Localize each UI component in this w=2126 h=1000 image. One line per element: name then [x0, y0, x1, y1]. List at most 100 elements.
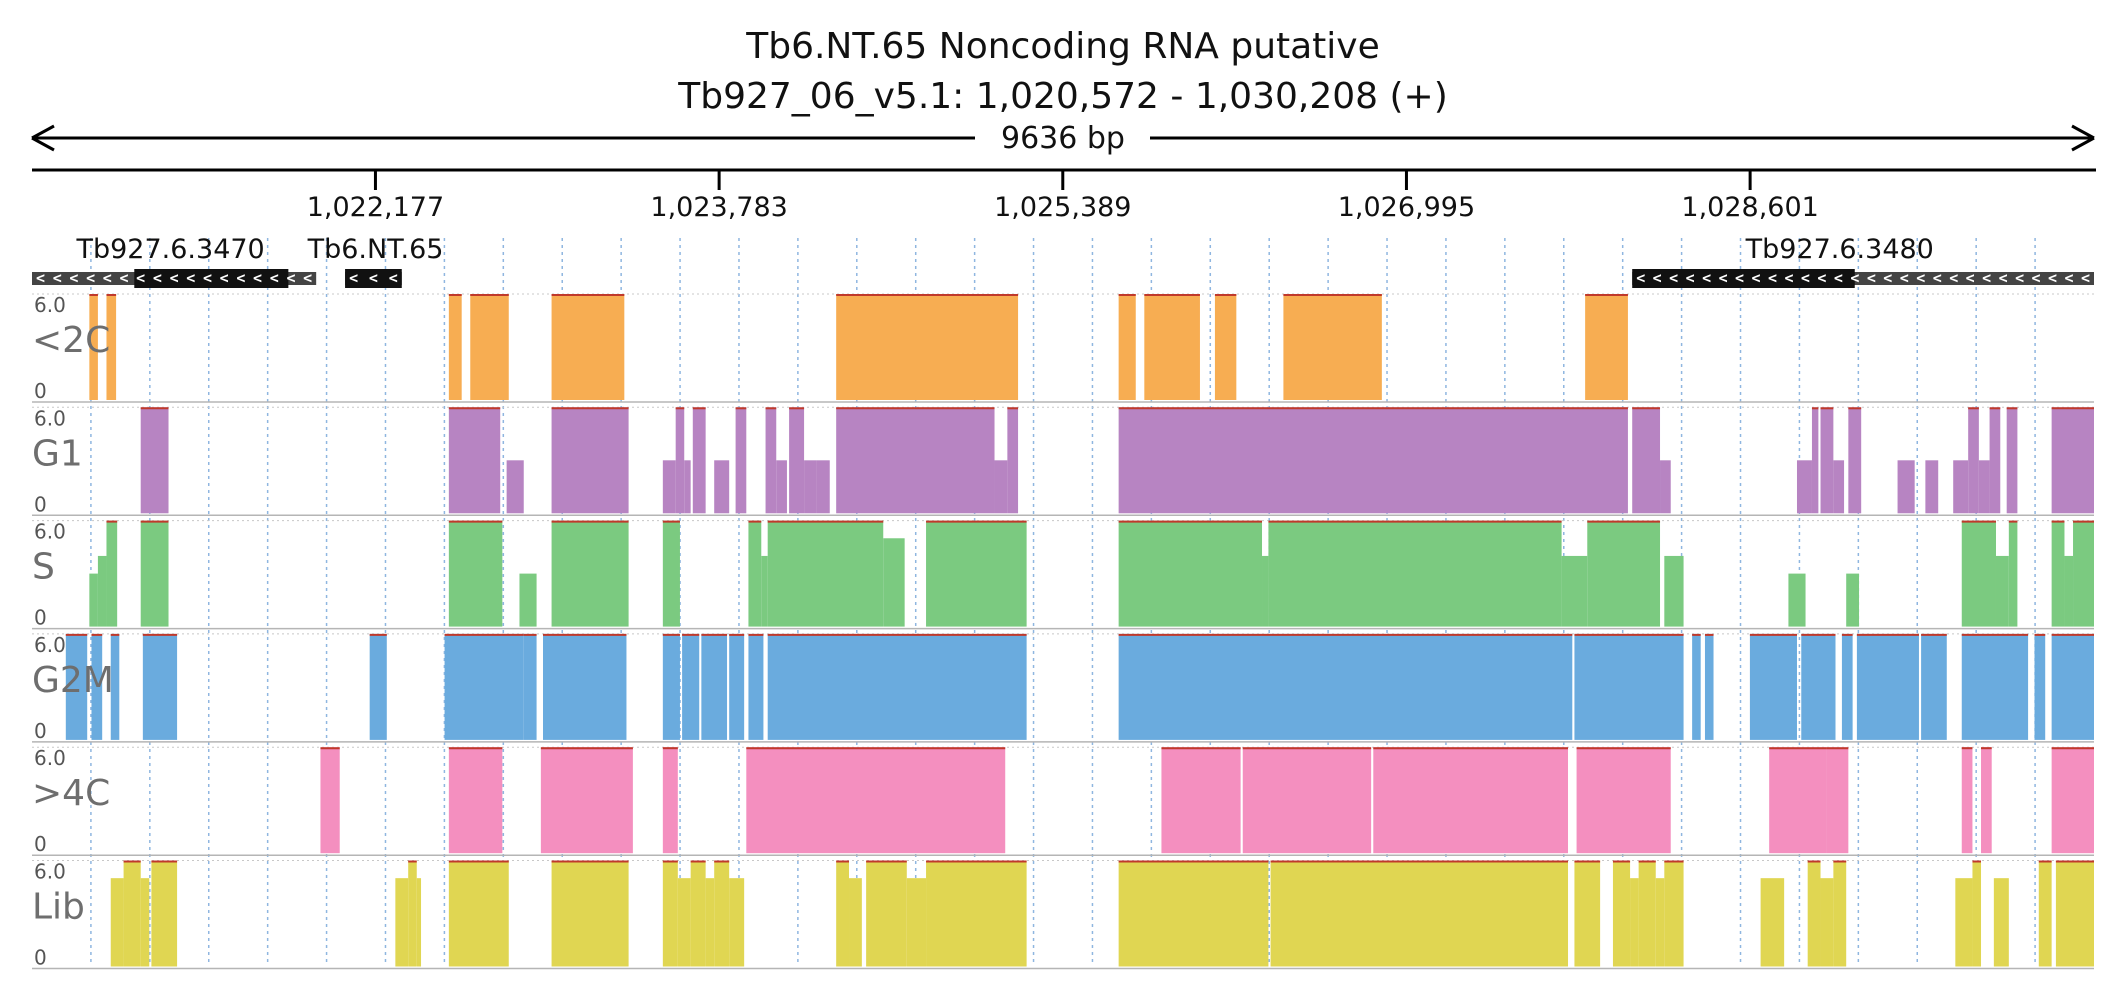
- gene-label: Tb6.NT.65: [307, 234, 444, 265]
- track-scale-min: 0: [34, 492, 47, 516]
- coverage-bar: [767, 520, 884, 627]
- coverage-bar: [1841, 633, 1853, 740]
- coverage-bar: [1760, 878, 1785, 967]
- axis-tick-label: 1,028,601: [1681, 192, 1818, 223]
- coverage-bar: [866, 860, 907, 967]
- coverage-bar: [926, 520, 1027, 627]
- coverage-bar: [1833, 460, 1845, 514]
- coverage-bar: [2038, 860, 2052, 967]
- coverage-bar: [849, 878, 862, 967]
- coverage-bar: [140, 407, 169, 514]
- coverage-tracks: 6.0 0 <2C 6.0 0 G1 6.0 0 S 6.0 0 G2M 6.0 0 >4C 6.0 0 Lib: [32, 293, 2094, 970]
- coverage-bar: [2055, 860, 2094, 967]
- track-scale-max: 6.0: [34, 293, 66, 317]
- track-Lib-coverage: 6.0 0 Lib: [32, 860, 2094, 970]
- coverage-bar: [836, 860, 850, 967]
- span-arrow-right-icon: [2071, 124, 2095, 152]
- coverage-bar: [1574, 633, 1684, 740]
- coverage-bar: [765, 407, 777, 514]
- coverage-bar: [662, 460, 676, 514]
- coverage-bar: [1897, 460, 1915, 514]
- coverage-bar: [65, 633, 88, 740]
- gene-strand-chevron-icon: <<<: [349, 269, 398, 287]
- coverage-bar: [675, 407, 685, 514]
- track-S-coverage: 6.0 0 S: [32, 520, 2094, 630]
- coverage-bar: [320, 747, 340, 854]
- track-name-label: G1: [32, 433, 83, 474]
- coverage-bar: [1655, 878, 1665, 967]
- gene-strand-chevron-icon: <<<<<<<<<<<<<<<<<: [36, 269, 312, 287]
- coverage-bar: [1007, 407, 1019, 514]
- coverage-bar: [1587, 520, 1661, 627]
- coverage-bar: [369, 633, 387, 740]
- gene-cds-bar: [1632, 269, 1855, 288]
- coverage-bar: [2006, 407, 2018, 514]
- coverage-bar: [1576, 747, 1671, 854]
- coverage-bar: [151, 860, 178, 967]
- coverage-bar: [1270, 860, 1569, 967]
- coverage-bar: [1118, 294, 1136, 400]
- coverage-bar: [1118, 860, 1269, 967]
- coverage-bar: [1968, 407, 1979, 514]
- coverage-bar: [692, 407, 706, 514]
- track-scale-max: 6.0: [34, 520, 66, 544]
- coverage-bar: [1704, 633, 1714, 740]
- track-G1-coverage: 6.0 0 G1: [32, 406, 2094, 516]
- coverage-bar: [448, 407, 501, 514]
- coverage-bar: [408, 860, 417, 967]
- coverage-bar: [748, 520, 762, 627]
- chart-subtitle-region: Tb927_06_v5.1: 1,020,572 - 1,030,208 (+): [677, 76, 1448, 117]
- coverage-bar: [682, 633, 700, 740]
- coverage-bar: [746, 747, 1006, 854]
- track-scale-min: 0: [34, 832, 47, 856]
- coverage-bar: [906, 878, 927, 967]
- coverage-bar: [994, 460, 1008, 514]
- coverage-bar: [1144, 294, 1200, 400]
- coverage-bar: [448, 520, 503, 627]
- track-scale-min: 0: [34, 606, 47, 630]
- coverage-bar: [705, 878, 715, 967]
- coverage-bar: [2064, 555, 2074, 627]
- grid-lines: [90, 238, 2036, 962]
- gene-label: Tb927.6.3480: [1745, 234, 1934, 265]
- coverage-bar: [1769, 747, 1827, 854]
- coverage-bar: [1981, 747, 1992, 854]
- coverage-bar: [804, 460, 817, 514]
- coverage-bar: [816, 460, 830, 514]
- coverage-bar: [701, 633, 728, 740]
- coverage-bar: [89, 573, 98, 627]
- coverage-bar: [748, 633, 764, 740]
- coverage-bar: [1955, 878, 1973, 967]
- span-ruler: 9636 bp: [31, 121, 2095, 156]
- coverage-bar: [1921, 633, 1947, 740]
- track-scale-max: 6.0: [34, 746, 66, 770]
- coverage-bar: [1811, 407, 1819, 514]
- track-name-label: <2C: [32, 320, 110, 361]
- axis-tick-label: 1,026,995: [1338, 192, 1475, 223]
- track-G2M-coverage: 6.0 0 G2M: [32, 633, 2094, 743]
- coverage-bar: [1268, 520, 1562, 627]
- coverage-bar: [1807, 860, 1821, 967]
- coverage-bar: [2051, 633, 2094, 740]
- coverage-bar: [690, 860, 706, 967]
- chart-header: Tb6.NT.65 Noncoding RNA putative Tb927_0…: [677, 26, 1448, 117]
- coverage-bar: [140, 520, 169, 627]
- coverage-bar: [1283, 294, 1382, 400]
- coverage-bar: [735, 407, 747, 514]
- position-axis-ticks: 1,022,177 1,023,783 1,025,389 1,026,995 1,02…: [307, 170, 1819, 223]
- coverage-bar: [106, 294, 117, 400]
- coverage-bar: [1118, 633, 1573, 740]
- track-scale-min: 0: [34, 379, 47, 403]
- coverage-bar: [1972, 860, 1982, 967]
- coverage-bar: [1925, 460, 1939, 514]
- track-scale-min: 0: [34, 719, 47, 743]
- coverage-bar: [1856, 633, 1919, 740]
- coverage-bar: [836, 294, 1019, 400]
- coverage-bar: [1961, 747, 1973, 854]
- coverage-bar: [91, 633, 103, 740]
- coverage-bar: [444, 633, 524, 740]
- coverage-bar: [1585, 294, 1628, 400]
- coverage-bar: [714, 860, 730, 967]
- coverage-bar: [519, 573, 537, 627]
